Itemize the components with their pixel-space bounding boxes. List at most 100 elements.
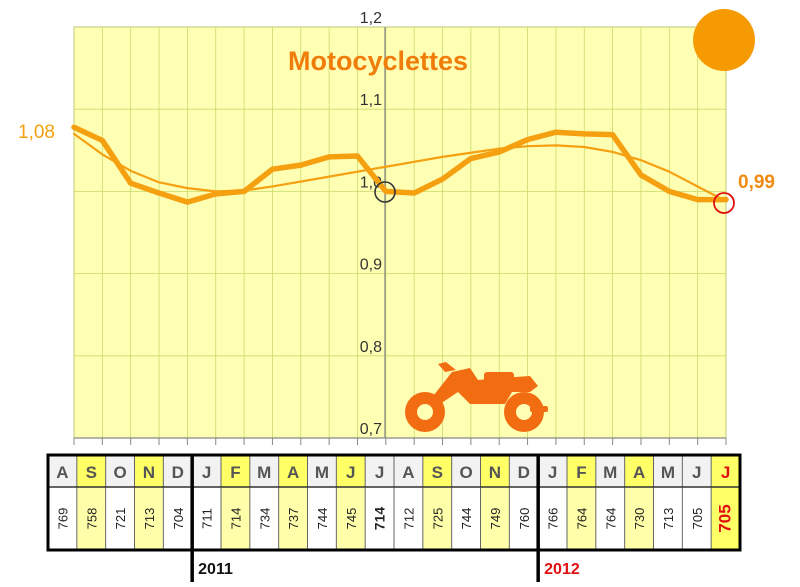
count-value: 760 bbox=[517, 508, 532, 530]
month-cell bbox=[624, 455, 654, 487]
orange-dot-icon bbox=[693, 9, 755, 71]
count-cell bbox=[595, 487, 625, 550]
count-cell bbox=[307, 487, 337, 550]
month-label: M bbox=[315, 463, 329, 482]
count-cell bbox=[249, 487, 279, 550]
count-value: 725 bbox=[430, 508, 445, 530]
count-value: 769 bbox=[55, 508, 70, 530]
count-value: 744 bbox=[315, 508, 330, 530]
month-cell bbox=[422, 455, 452, 487]
month-cell bbox=[105, 455, 135, 487]
count-cell bbox=[682, 487, 712, 550]
marker-current bbox=[713, 192, 735, 214]
month-cell bbox=[394, 455, 423, 487]
y-tick-label: 1,2 bbox=[360, 10, 382, 27]
count-cell bbox=[278, 487, 308, 550]
count-cell bbox=[76, 487, 106, 550]
count-cell bbox=[567, 487, 596, 550]
marker-y-axis bbox=[374, 181, 396, 203]
count-value: 730 bbox=[632, 508, 647, 530]
plot-background bbox=[73, 26, 727, 439]
count-value: 749 bbox=[488, 508, 503, 530]
month-cell bbox=[538, 455, 567, 487]
month-cell bbox=[509, 455, 539, 487]
count-cell bbox=[394, 487, 423, 550]
series-group bbox=[71, 124, 729, 205]
count-value: 714 bbox=[372, 507, 388, 531]
month-label: N bbox=[143, 463, 155, 482]
count-value: 737 bbox=[286, 508, 301, 530]
count-value: 705 bbox=[690, 508, 705, 530]
month-label: J bbox=[721, 463, 730, 482]
chart-title: Motocyclettes bbox=[288, 46, 468, 76]
month-label: M bbox=[661, 463, 675, 482]
count-cell bbox=[509, 487, 539, 550]
month-cell bbox=[595, 455, 625, 487]
month-label: F bbox=[576, 463, 586, 482]
month-cell bbox=[249, 455, 279, 487]
month-cell bbox=[567, 455, 596, 487]
count-value: 711 bbox=[200, 508, 215, 529]
count-value: 712 bbox=[401, 508, 416, 530]
y-tick-label: 0,8 bbox=[360, 339, 382, 356]
y-tick-label: 0,9 bbox=[360, 257, 382, 274]
count-value: 734 bbox=[257, 508, 272, 530]
month-label: A bbox=[56, 463, 68, 482]
count-value: 705 bbox=[716, 504, 735, 532]
count-value: 713 bbox=[661, 508, 676, 530]
month-cell bbox=[653, 455, 683, 487]
month-label: F bbox=[230, 463, 240, 482]
year-label-2011: 2011 bbox=[198, 561, 233, 578]
count-value: 745 bbox=[344, 508, 359, 530]
count-cell bbox=[422, 487, 452, 550]
month-label: O bbox=[113, 463, 126, 482]
month-cell bbox=[336, 455, 366, 487]
month-label: N bbox=[489, 463, 501, 482]
month-cell bbox=[221, 455, 250, 487]
month-label: D bbox=[518, 463, 530, 482]
month-label: J bbox=[692, 463, 701, 482]
end-value-label: 0,99 bbox=[738, 172, 775, 193]
month-label: S bbox=[432, 463, 443, 482]
start-value-label: 1,08 bbox=[18, 122, 55, 143]
year-label-2012: 2012 bbox=[544, 561, 580, 578]
month-cell bbox=[278, 455, 308, 487]
month-label: J bbox=[375, 463, 384, 482]
month-cell bbox=[307, 455, 337, 487]
month-label: A bbox=[402, 463, 414, 482]
count-cell bbox=[653, 487, 683, 550]
count-cell bbox=[134, 487, 164, 550]
month-label: J bbox=[202, 463, 211, 482]
month-cell bbox=[451, 455, 481, 487]
y-tick-label: 0,7 bbox=[360, 421, 382, 438]
count-value: 744 bbox=[459, 508, 474, 530]
count-value: 758 bbox=[84, 508, 99, 530]
count-cell bbox=[624, 487, 654, 550]
count-value: 714 bbox=[228, 508, 243, 530]
month-label: D bbox=[172, 463, 184, 482]
month-label: A bbox=[633, 463, 645, 482]
motorcycle-icon bbox=[405, 362, 548, 432]
table-border bbox=[46, 453, 742, 552]
month-cell bbox=[480, 455, 510, 487]
count-cell bbox=[365, 487, 394, 550]
count-cell bbox=[451, 487, 481, 550]
count-cell bbox=[336, 487, 366, 550]
count-cell bbox=[48, 487, 77, 550]
count-value: 721 bbox=[113, 508, 128, 530]
month-cell bbox=[682, 455, 712, 487]
count-cell bbox=[221, 487, 250, 550]
count-value: 764 bbox=[603, 508, 618, 530]
month-cell bbox=[76, 455, 106, 487]
count-cell bbox=[538, 487, 567, 550]
month-label: J bbox=[346, 463, 355, 482]
month-cell bbox=[134, 455, 164, 487]
month-label: M bbox=[603, 463, 617, 482]
count-value: 713 bbox=[142, 508, 157, 530]
count-cell bbox=[105, 487, 135, 550]
month-cell bbox=[365, 455, 394, 487]
month-cell bbox=[192, 455, 221, 487]
count-cell bbox=[480, 487, 510, 550]
